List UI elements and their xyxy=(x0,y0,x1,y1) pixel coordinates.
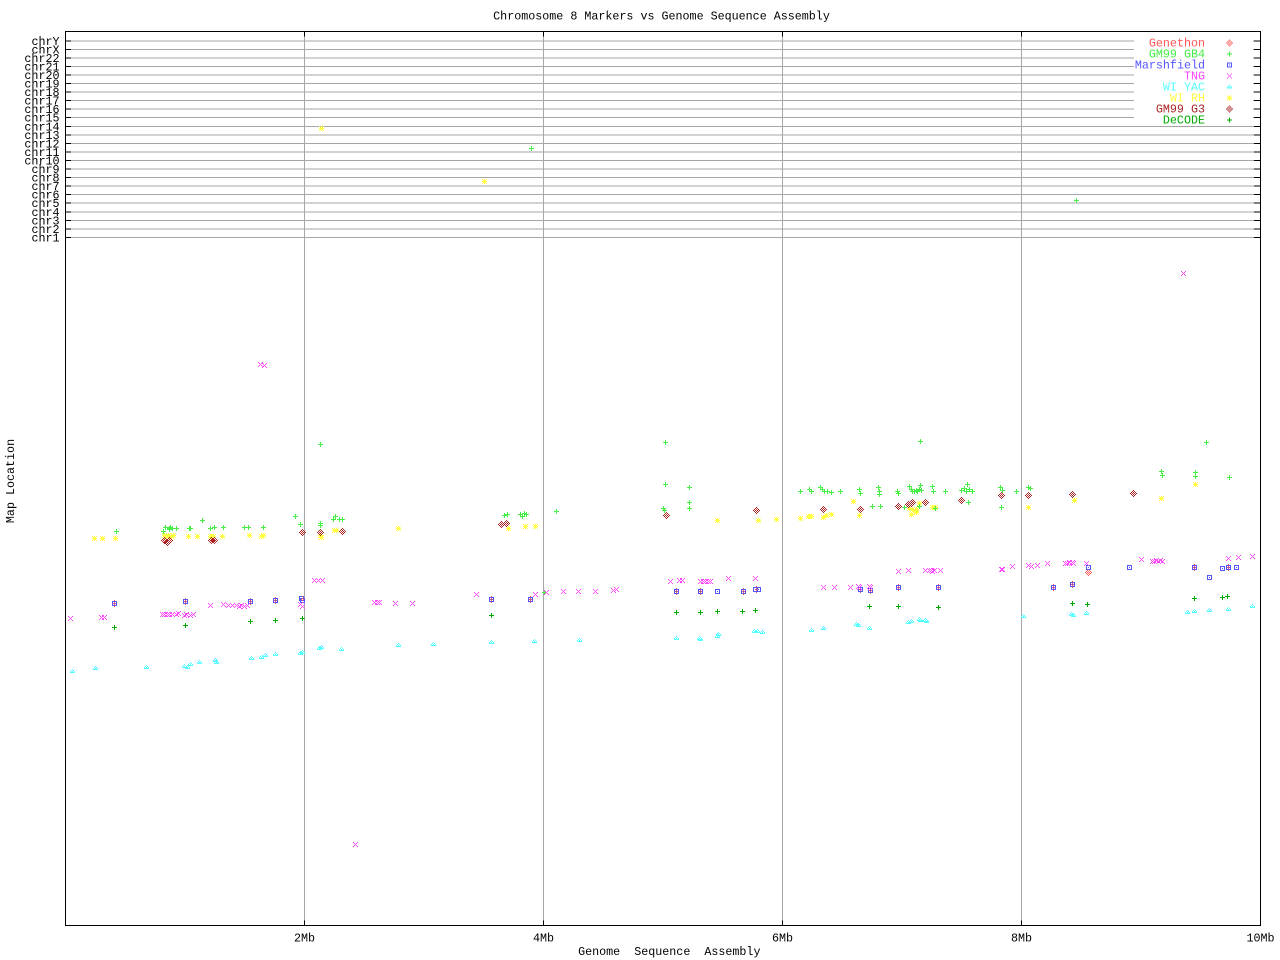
svg-text:chr19: chr19 xyxy=(24,78,59,92)
svg-text:WI YAC: WI YAC xyxy=(1163,81,1205,95)
svg-text:Genethon: Genethon xyxy=(1149,37,1205,51)
svg-text:chr7: chr7 xyxy=(31,180,59,194)
svg-text:chr15: chr15 xyxy=(24,112,59,126)
svg-text:Genome Sequence Assembly: Genome Sequence Assembly xyxy=(578,945,760,959)
svg-text:Marshfield: Marshfield xyxy=(1135,59,1205,73)
svg-text:8Mb: 8Mb xyxy=(1011,932,1032,946)
svg-text:chrX: chrX xyxy=(31,43,59,57)
svg-text:chr9: chr9 xyxy=(31,163,59,177)
svg-text:chrY: chrY xyxy=(31,35,59,49)
svg-text:6Mb: 6Mb xyxy=(772,932,793,946)
svg-text:chr13: chr13 xyxy=(24,129,59,143)
svg-text:chr14: chr14 xyxy=(24,120,59,134)
svg-text:chr1: chr1 xyxy=(31,231,59,245)
svg-text:chr16: chr16 xyxy=(24,103,59,117)
svg-text:chr18: chr18 xyxy=(24,86,59,100)
svg-text:chr8: chr8 xyxy=(31,172,59,186)
svg-text:10Mb: 10Mb xyxy=(1246,932,1274,946)
svg-text:chr5: chr5 xyxy=(31,197,59,211)
svg-text:WI RH: WI RH xyxy=(1170,92,1205,106)
svg-text:GM99 GB4: GM99 GB4 xyxy=(1149,48,1205,62)
svg-text:chr11: chr11 xyxy=(24,146,59,160)
svg-text:chr22: chr22 xyxy=(24,52,59,66)
svg-text:Chromosome 8 Markers vs Genome: Chromosome 8 Markers vs Genome Sequence … xyxy=(493,10,830,24)
svg-text:GM99 G3: GM99 G3 xyxy=(1156,103,1205,117)
svg-text:chr17: chr17 xyxy=(24,95,59,109)
svg-text:2Mb: 2Mb xyxy=(294,932,315,946)
svg-text:chr10: chr10 xyxy=(24,154,59,168)
svg-text:Map Location: Map Location xyxy=(4,439,18,523)
svg-text:TNG: TNG xyxy=(1184,70,1205,84)
svg-text:chr4: chr4 xyxy=(31,206,59,220)
svg-text:chr21: chr21 xyxy=(24,60,59,74)
svg-text:chr2: chr2 xyxy=(31,223,59,237)
svg-text:chr3: chr3 xyxy=(31,214,59,228)
svg-text:4Mb: 4Mb xyxy=(533,932,554,946)
svg-text:chr6: chr6 xyxy=(31,189,59,203)
svg-text:DeCODE: DeCODE xyxy=(1163,114,1205,128)
svg-text:chr20: chr20 xyxy=(24,69,59,83)
svg-text:chr12: chr12 xyxy=(24,137,59,151)
